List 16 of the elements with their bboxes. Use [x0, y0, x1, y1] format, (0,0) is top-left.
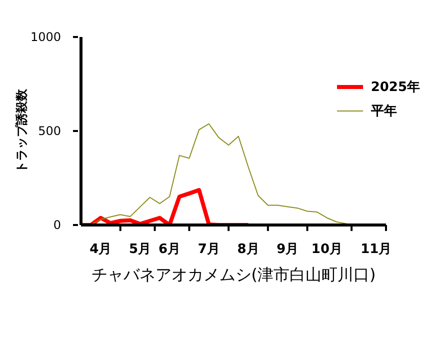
y-tick-label: 1000 [30, 30, 61, 44]
x-tick-label: 9月 [276, 242, 299, 257]
x-tick-label: 5月 [129, 242, 152, 257]
x-tick-label: 11月 [360, 242, 392, 257]
y-axis-title: トラップ誘殺数 [14, 88, 28, 173]
y-tick-label: 500 [38, 124, 61, 138]
x-tick-label: 7月 [198, 242, 220, 257]
y-tick-label: 0 [53, 218, 61, 232]
legend-label: 2025年 [370, 79, 420, 96]
x-axis-title: チャバネアオカメムシ(津市白山町川口) [91, 265, 376, 284]
x-tick-label: 10月 [311, 242, 343, 257]
x-tick-label: 8月 [237, 242, 260, 257]
x-tick-label: 6月 [158, 242, 181, 257]
line-series [81, 188, 250, 225]
legend-label: 平年 [370, 103, 397, 120]
x-tick-label: 4月 [90, 242, 112, 257]
